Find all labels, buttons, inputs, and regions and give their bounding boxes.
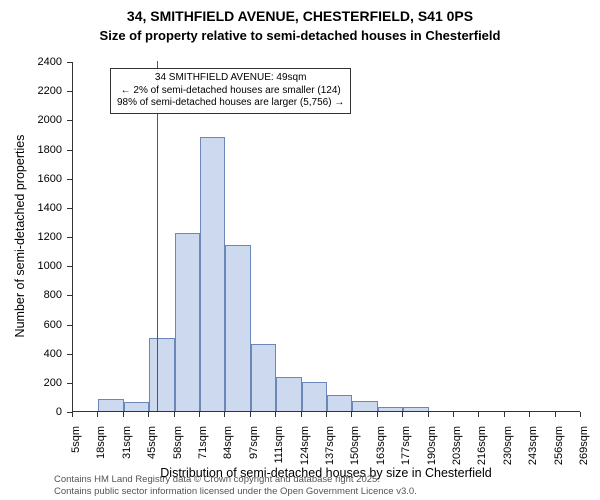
x-tick-label: 31sqm xyxy=(121,426,133,476)
x-tick-mark xyxy=(428,412,429,417)
x-tick-mark xyxy=(148,412,149,417)
reference-line xyxy=(157,61,158,411)
x-tick-label: 177sqm xyxy=(400,426,412,476)
x-tick-mark xyxy=(326,412,327,417)
y-tick-label: 2000 xyxy=(0,114,62,126)
histogram-bar xyxy=(124,402,149,411)
histogram-bar xyxy=(378,407,403,411)
histogram-bar xyxy=(302,382,327,411)
y-tick-mark xyxy=(67,325,72,326)
footnote-line2: Contains public sector information licen… xyxy=(54,486,417,497)
histogram-bar xyxy=(251,344,276,411)
x-tick-mark xyxy=(402,412,403,417)
annotation-line2: ← 2% of semi-detached houses are smaller… xyxy=(117,85,344,98)
y-tick-mark xyxy=(67,120,72,121)
x-tick-label: 269sqm xyxy=(578,426,590,476)
chart-title-line1: 34, SMITHFIELD AVENUE, CHESTERFIELD, S41… xyxy=(0,8,600,24)
x-tick-label: 5sqm xyxy=(70,426,82,476)
plot-area xyxy=(72,62,580,412)
x-tick-label: 243sqm xyxy=(527,426,539,476)
x-tick-mark xyxy=(478,412,479,417)
annotation-line1: 34 SMITHFIELD AVENUE: 49sqm xyxy=(117,72,344,85)
x-tick-label: 18sqm xyxy=(95,426,107,476)
x-tick-mark xyxy=(250,412,251,417)
histogram-bar xyxy=(327,395,352,411)
histogram-bar xyxy=(175,233,200,411)
x-tick-label: 150sqm xyxy=(349,426,361,476)
histogram-bar xyxy=(352,401,377,411)
y-tick-label: 600 xyxy=(0,319,62,331)
x-tick-mark xyxy=(580,412,581,417)
histogram-bar xyxy=(200,137,225,411)
y-tick-label: 1000 xyxy=(0,260,62,272)
x-tick-label: 84sqm xyxy=(222,426,234,476)
y-tick-mark xyxy=(67,179,72,180)
x-tick-mark xyxy=(72,412,73,417)
y-tick-mark xyxy=(67,354,72,355)
x-tick-label: 71sqm xyxy=(197,426,209,476)
histogram-bar xyxy=(276,377,301,411)
x-tick-label: 111sqm xyxy=(273,426,285,476)
chart-title-line2: Size of property relative to semi-detach… xyxy=(0,28,600,43)
y-tick-mark xyxy=(67,91,72,92)
y-tick-label: 1400 xyxy=(0,202,62,214)
x-tick-mark xyxy=(174,412,175,417)
x-tick-label: 97sqm xyxy=(248,426,260,476)
x-tick-mark xyxy=(453,412,454,417)
x-tick-label: 163sqm xyxy=(375,426,387,476)
x-tick-label: 190sqm xyxy=(426,426,438,476)
x-tick-label: 216sqm xyxy=(476,426,488,476)
y-tick-label: 0 xyxy=(0,406,62,418)
x-tick-mark xyxy=(123,412,124,417)
x-tick-label: 230sqm xyxy=(502,426,514,476)
x-tick-mark xyxy=(224,412,225,417)
x-tick-mark xyxy=(275,412,276,417)
histogram-bar xyxy=(403,407,428,411)
y-tick-label: 2400 xyxy=(0,56,62,68)
x-tick-label: 256sqm xyxy=(553,426,565,476)
annotation-box: 34 SMITHFIELD AVENUE: 49sqm ← 2% of semi… xyxy=(110,68,351,114)
y-tick-mark xyxy=(67,208,72,209)
histogram-bar xyxy=(225,245,250,411)
y-tick-mark xyxy=(67,150,72,151)
x-tick-label: 58sqm xyxy=(172,426,184,476)
y-tick-label: 1800 xyxy=(0,144,62,156)
y-tick-mark xyxy=(67,62,72,63)
x-tick-mark xyxy=(555,412,556,417)
x-tick-mark xyxy=(301,412,302,417)
x-tick-label: 124sqm xyxy=(299,426,311,476)
x-tick-mark xyxy=(529,412,530,417)
y-tick-label: 800 xyxy=(0,289,62,301)
x-tick-label: 45sqm xyxy=(146,426,158,476)
y-tick-mark xyxy=(67,295,72,296)
y-tick-label: 400 xyxy=(0,348,62,360)
y-tick-label: 200 xyxy=(0,377,62,389)
y-tick-label: 1200 xyxy=(0,231,62,243)
x-tick-mark xyxy=(504,412,505,417)
y-tick-label: 1600 xyxy=(0,173,62,185)
y-tick-mark xyxy=(67,237,72,238)
y-tick-mark xyxy=(67,266,72,267)
x-tick-label: 203sqm xyxy=(451,426,463,476)
y-tick-label: 2200 xyxy=(0,85,62,97)
histogram-bar xyxy=(149,338,174,411)
x-tick-label: 137sqm xyxy=(324,426,336,476)
histogram-bar xyxy=(98,399,123,411)
y-tick-mark xyxy=(67,383,72,384)
annotation-line3: 98% of semi-detached houses are larger (… xyxy=(117,97,344,110)
x-tick-mark xyxy=(351,412,352,417)
x-tick-mark xyxy=(377,412,378,417)
x-tick-mark xyxy=(97,412,98,417)
x-tick-mark xyxy=(199,412,200,417)
